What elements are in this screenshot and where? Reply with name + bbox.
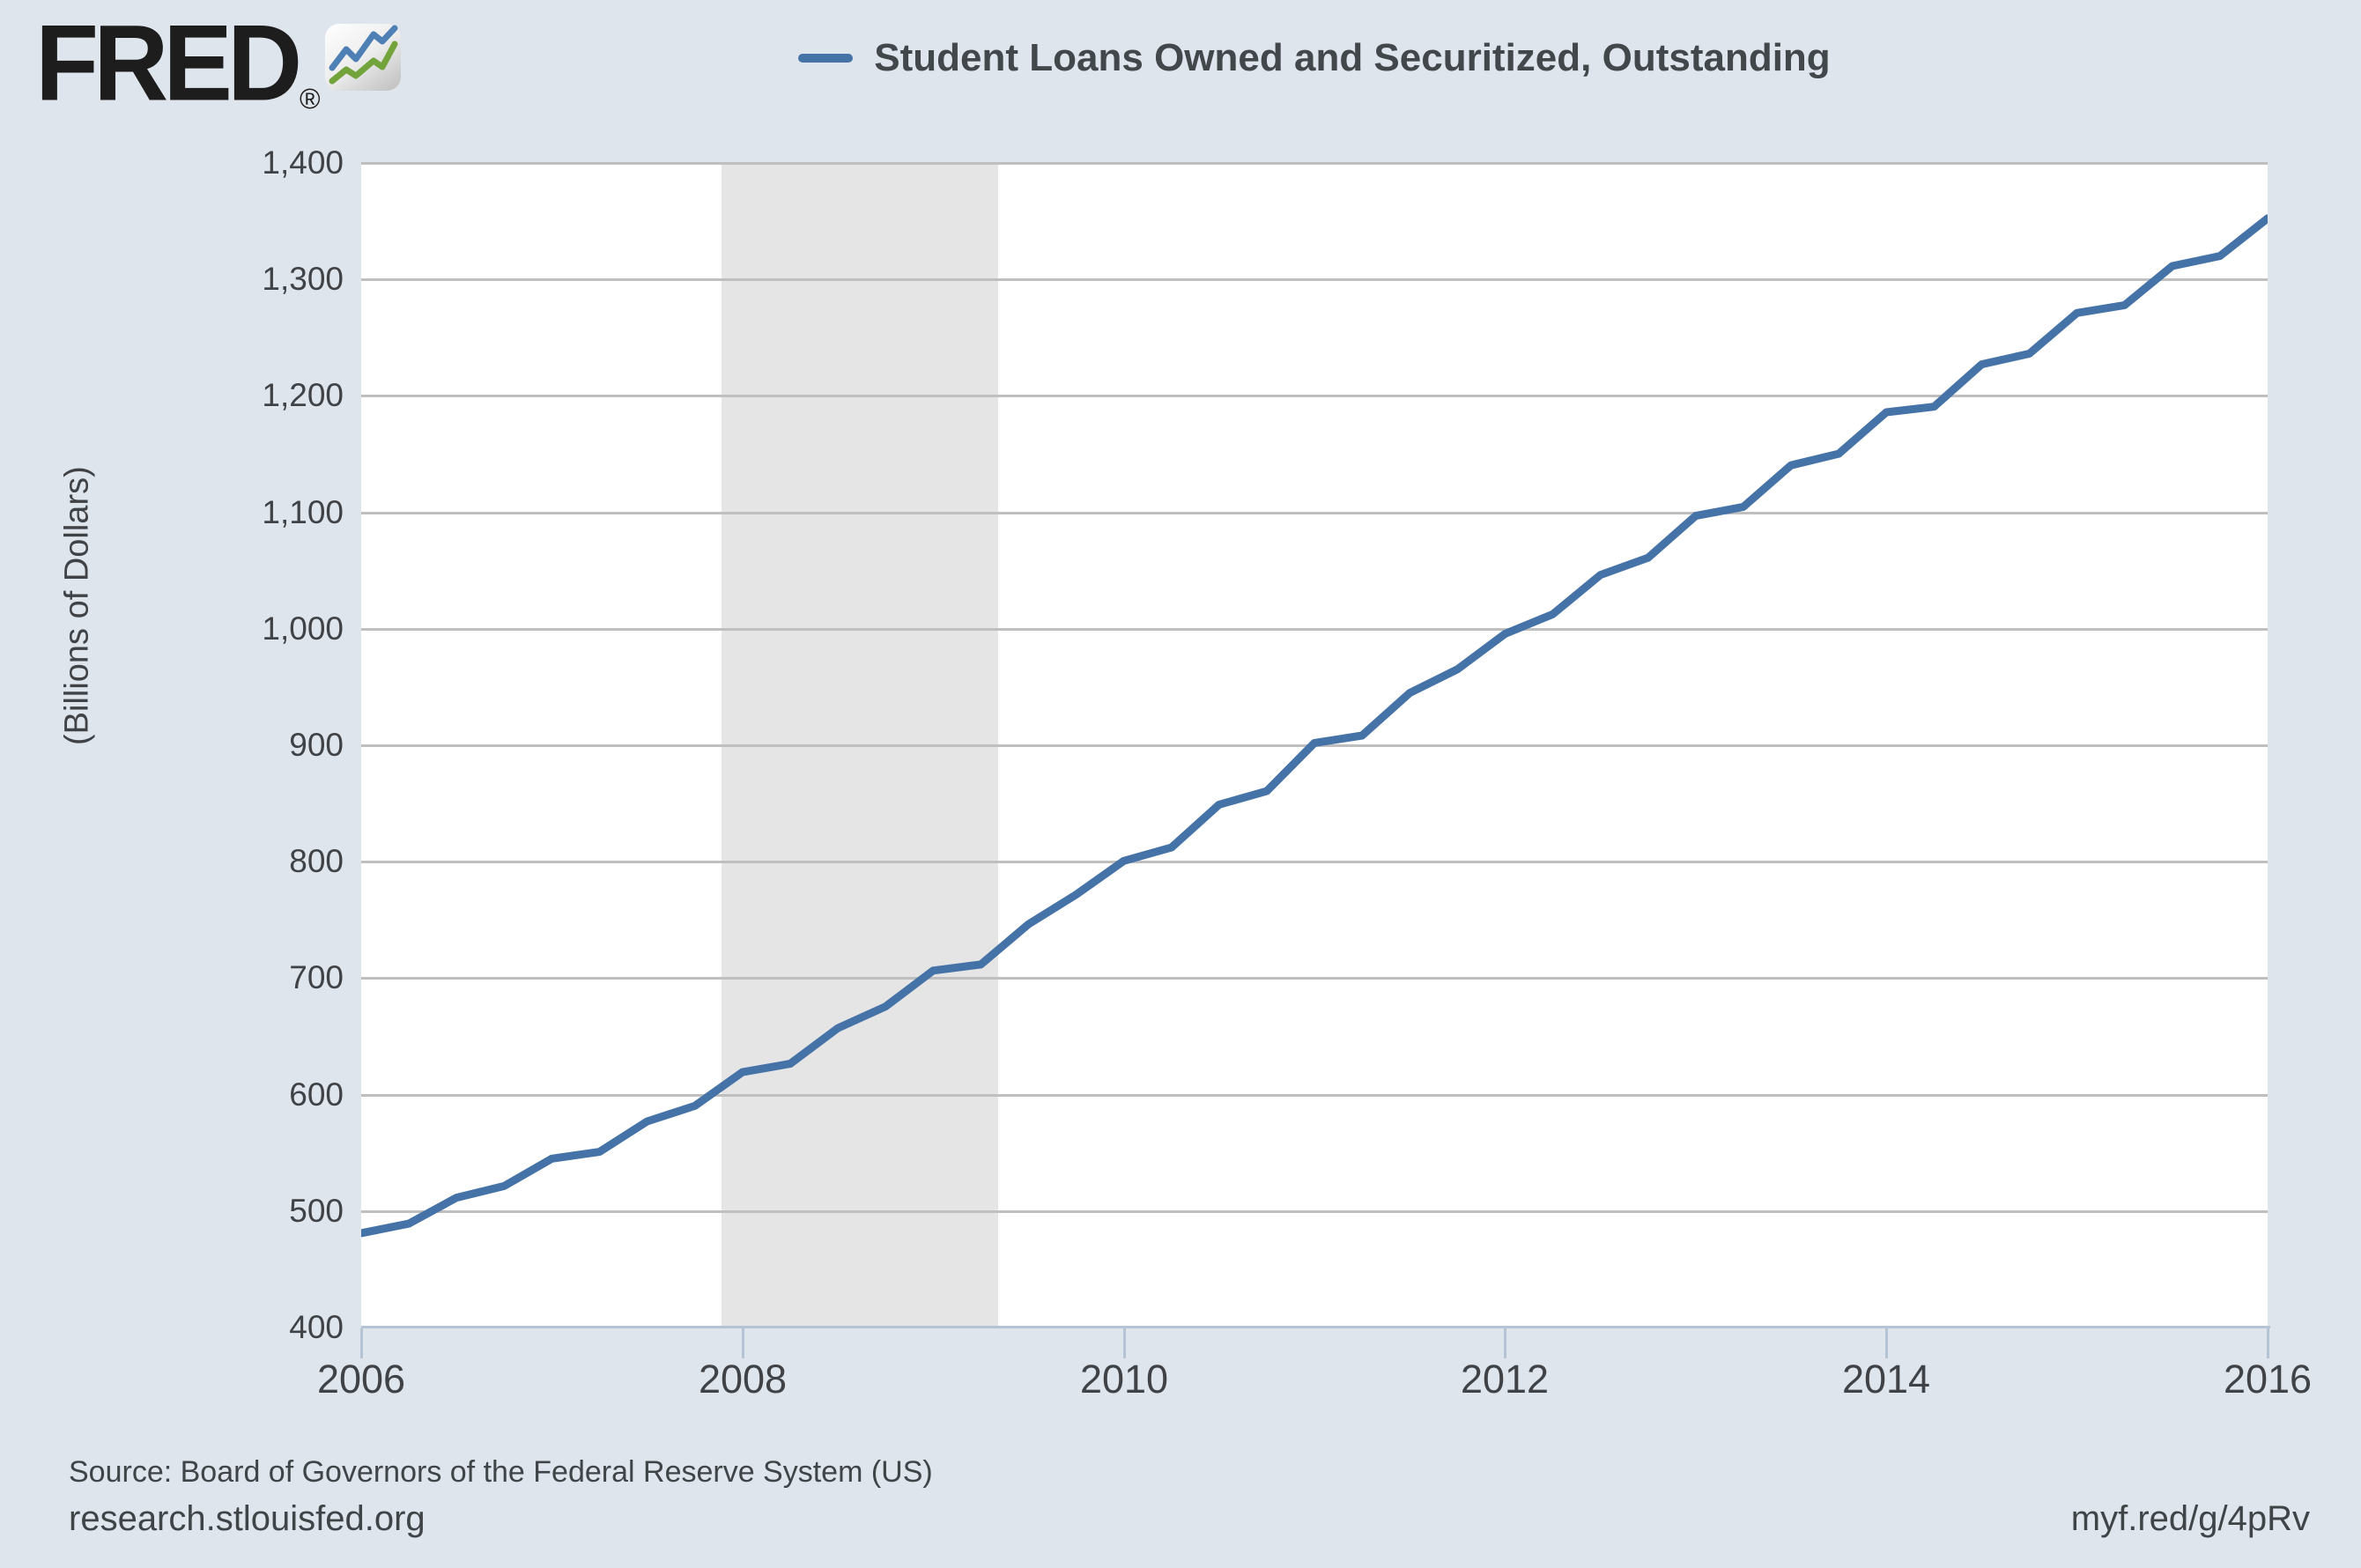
gridline-y-700: [361, 977, 2268, 980]
gridline-y-1200: [361, 395, 2268, 397]
logo-blue-line: [329, 25, 398, 71]
x-axis-line: [361, 1326, 2270, 1328]
gridline-y-1400: [361, 162, 2268, 165]
y-tick-label: 600: [289, 1076, 344, 1113]
x-tick-2006: [360, 1328, 363, 1358]
short-url-text: myf.red/g/4pRv: [2070, 1499, 2310, 1538]
plot-area: [361, 162, 2268, 1328]
series-line: [361, 214, 2268, 1238]
y-tick-label: 700: [289, 959, 344, 996]
registered-trademark-mark: ®: [300, 83, 321, 115]
y-tick-label: 1,100: [262, 493, 344, 530]
x-tick-label: 2012: [1460, 1357, 1550, 1402]
x-tick-label: 2014: [1841, 1357, 1931, 1402]
fred-chart-icon: [325, 24, 401, 91]
y-tick-label: 1,000: [262, 610, 344, 647]
y-tick-label: 900: [289, 727, 344, 763]
x-tick-2012: [1504, 1328, 1506, 1358]
y-tick-label: 1,300: [262, 261, 344, 298]
x-tick-2016: [2267, 1328, 2269, 1358]
logo-green-line: [329, 41, 398, 85]
y-tick-label: 500: [289, 1192, 344, 1229]
fred-logo: FRED ®: [35, 3, 321, 124]
gridline-y-800: [361, 861, 2268, 863]
legend-line-swatch: [798, 54, 854, 63]
x-tick-2008: [742, 1328, 744, 1358]
gridline-y-500: [361, 1210, 2268, 1213]
gridline-y-1000: [361, 628, 2268, 631]
site-url-text: research.stlouisfed.org: [69, 1499, 426, 1538]
gridline-y-600: [361, 1094, 2268, 1097]
x-tick-label: 2006: [316, 1357, 406, 1402]
y-tick-label: 800: [289, 843, 344, 880]
x-tick-label: 2010: [1079, 1357, 1169, 1402]
legend: Student Loans Owned and Securitized, Out…: [361, 33, 2268, 83]
legend-series-label: Student Loans Owned and Securitized, Out…: [874, 36, 1831, 79]
x-tick-2010: [1123, 1328, 1126, 1358]
y-tick-label: 400: [289, 1309, 344, 1345]
x-tick-label: 2016: [2223, 1357, 2313, 1402]
x-tick-2014: [1885, 1328, 1888, 1358]
fred-logo-text: FRED: [35, 3, 302, 124]
y-tick-label: 1,400: [262, 144, 344, 181]
gridline-y-1300: [361, 278, 2268, 281]
source-note: Source: Board of Governors of the Federa…: [69, 1455, 933, 1489]
y-tick-label: 1,200: [262, 377, 344, 414]
gridline-y-1100: [361, 512, 2268, 514]
x-tick-label: 2008: [698, 1357, 788, 1402]
